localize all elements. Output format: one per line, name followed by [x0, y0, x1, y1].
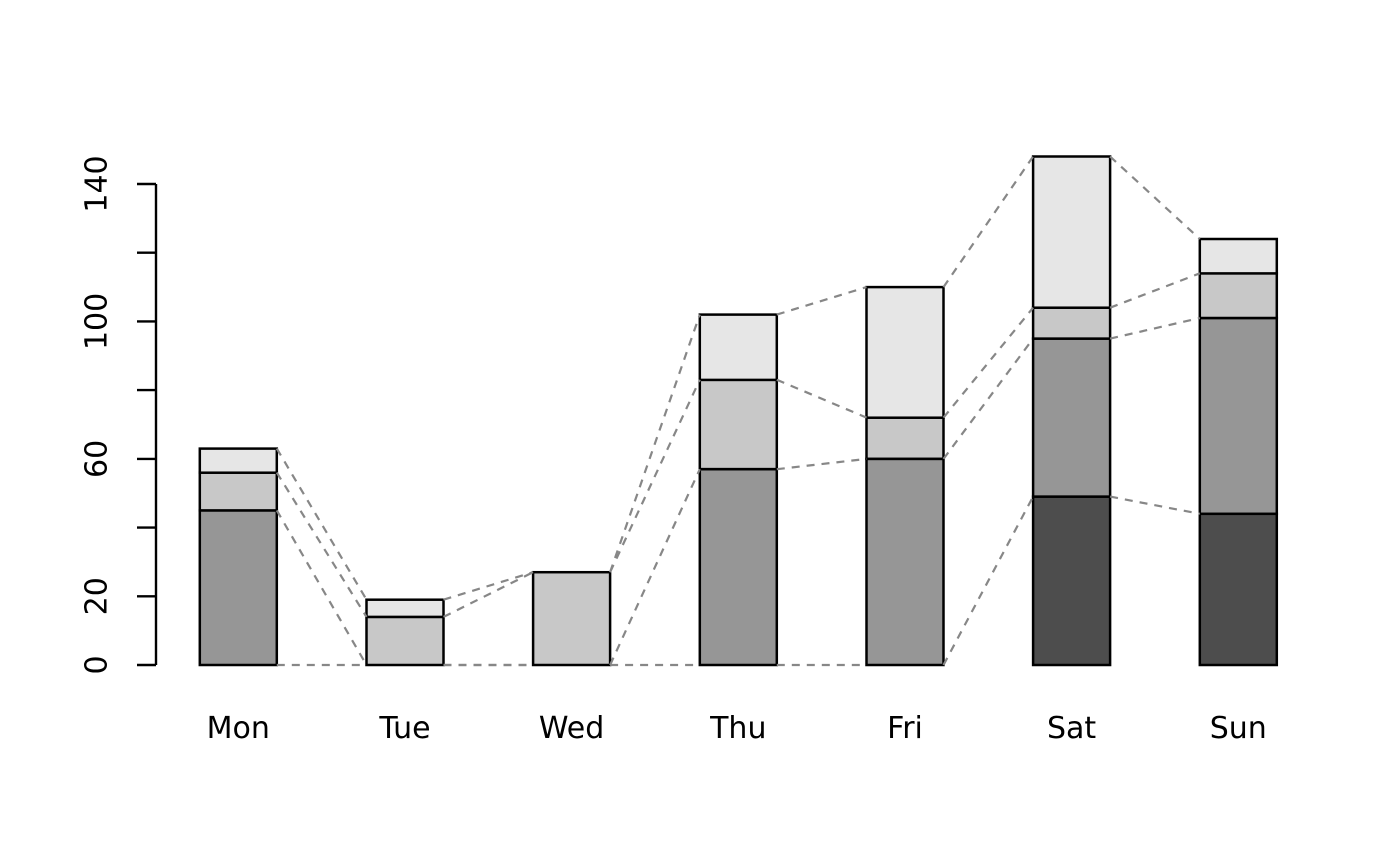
bar-segment-mon-level4 — [198, 447, 279, 474]
connector-line — [942, 307, 1034, 419]
connector-line — [942, 155, 1035, 288]
connector-line — [1109, 495, 1201, 515]
x-category-label-thu: Thu — [709, 711, 766, 746]
bar-segment-thu-level3 — [698, 378, 779, 471]
bar-segment-tue-level3 — [365, 615, 445, 667]
bar-segment-fri-level2 — [865, 457, 945, 667]
connector-line — [275, 472, 368, 618]
bar-segment-thu-level2 — [698, 467, 779, 667]
connector-line — [942, 496, 1035, 666]
connector-line — [275, 509, 368, 666]
bar-segment-sat-level1 — [1031, 495, 1112, 667]
connector-line — [1109, 316, 1201, 340]
connector-line — [776, 286, 867, 316]
bar-segment-mon-level2 — [198, 509, 279, 667]
y-tick-label: 0 — [80, 655, 115, 674]
x-category-label-wed: Wed — [539, 711, 604, 746]
bar-segment-sat-level4 — [1031, 155, 1112, 309]
connector-line — [443, 571, 534, 601]
bar-segment-mon-level3 — [198, 471, 279, 512]
x-category-label-sat: Sat — [1047, 711, 1096, 746]
bar-segment-sat-level3 — [1031, 306, 1112, 340]
bar-segment-tue-level4 — [365, 598, 445, 619]
x-category-label-fri: Fri — [887, 711, 923, 746]
connector-line — [776, 457, 867, 471]
bar-segment-sun-level3 — [1198, 272, 1279, 320]
bar-segment-sun-level1 — [1198, 512, 1279, 667]
y-tick-label: 20 — [80, 577, 115, 615]
connector-line — [275, 448, 368, 601]
bar-segment-sat-level2 — [1031, 337, 1112, 498]
x-category-label-tue: Tue — [378, 711, 430, 746]
y-tick-label: 100 — [80, 293, 115, 350]
y-tick-label: 140 — [80, 155, 115, 212]
bar-segment-fri-level4 — [865, 285, 945, 419]
connector-line — [609, 314, 701, 573]
bar-segment-sun-level2 — [1198, 316, 1279, 516]
y-tick-label: 60 — [80, 440, 115, 478]
bar-segment-wed-level3 — [531, 570, 612, 667]
bar-segment-thu-level4 — [698, 313, 779, 382]
x-category-label-mon: Mon — [207, 711, 270, 746]
connector-line — [776, 378, 867, 419]
bar-segment-sun-level4 — [1198, 237, 1279, 275]
connector-line — [942, 337, 1034, 460]
connector-line — [1109, 272, 1201, 309]
x-category-label-sun: Sun — [1210, 711, 1267, 746]
connector-line — [609, 468, 701, 666]
connector-line — [1109, 155, 1201, 240]
connector-line — [443, 571, 534, 618]
connector-line — [609, 379, 701, 573]
bar-segment-fri-level3 — [865, 416, 945, 461]
